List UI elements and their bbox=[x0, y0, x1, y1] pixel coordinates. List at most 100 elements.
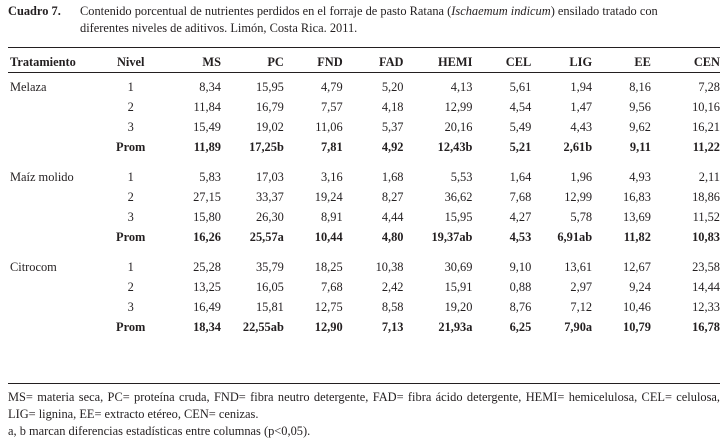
value-cell: 7,12 bbox=[570, 300, 593, 314]
value-cell: 10,83 bbox=[692, 230, 720, 244]
value-cell: 11,06 bbox=[315, 120, 343, 134]
value-cell: 19,24 bbox=[314, 190, 343, 204]
treatment-cell-empty bbox=[8, 97, 105, 117]
table-top-rule bbox=[8, 47, 720, 49]
value-cell: 19,02 bbox=[255, 120, 284, 134]
value-cell: 18,34 bbox=[193, 320, 221, 334]
value-cell: 5,53 bbox=[450, 170, 473, 184]
table-row: 2 13,25 16,05 7,68 2,42 15,91 0,88 2,97 9,24 14,4… bbox=[8, 277, 720, 297]
value-cell: 21,93a bbox=[438, 320, 473, 334]
value-cell: 11,82 bbox=[623, 230, 651, 244]
value-cell: 12,43b bbox=[437, 140, 473, 154]
column-header-pc: PC bbox=[267, 55, 284, 69]
value-cell: 27,15 bbox=[193, 190, 221, 204]
value-cell: 10,38 bbox=[375, 260, 404, 274]
table-row: Prom 18,34 22,55ab 12,90 7,13 21,93a 6,25 7,90a… bbox=[8, 317, 720, 337]
table-header-rule bbox=[8, 72, 720, 73]
column-header-lig: LIG bbox=[569, 55, 593, 69]
value-cell: 4,13 bbox=[450, 80, 473, 94]
value-cell: 12,67 bbox=[623, 260, 651, 274]
table-row: 3 15,49 19,02 11,06 5,37 20,16 5,49 4,43 9,62 16,… bbox=[8, 117, 720, 137]
value-cell: 1,96 bbox=[570, 170, 593, 184]
value-cell: 25,57a bbox=[249, 230, 284, 244]
value-cell: 4,43 bbox=[570, 120, 593, 134]
value-cell: 9,24 bbox=[629, 280, 651, 294]
treatment-cell-empty bbox=[8, 187, 105, 207]
value-cell: 12,99 bbox=[564, 190, 593, 204]
value-cell: 17,03 bbox=[255, 170, 284, 184]
value-cell: 9,11 bbox=[629, 140, 651, 154]
nutrient-loss-table: Tratamiento Nivel MS PC FND FAD HEMI CEL LIG EE CE… bbox=[8, 52, 720, 337]
value-cell: 30,69 bbox=[444, 260, 473, 274]
value-cell: 9,10 bbox=[509, 260, 532, 274]
group-spacer bbox=[8, 157, 720, 167]
value-cell: 12,99 bbox=[444, 100, 473, 114]
value-cell: 4,44 bbox=[381, 210, 404, 224]
value-cell: 17,25b bbox=[249, 140, 284, 154]
value-cell: 12,90 bbox=[314, 320, 343, 334]
value-cell: 7,68 bbox=[509, 190, 532, 204]
value-cell: 10,16 bbox=[692, 100, 720, 114]
value-cell: 11,84 bbox=[193, 100, 221, 114]
caption-line-1-post: ) ensilado tratado con bbox=[550, 4, 658, 18]
value-cell: 15,81 bbox=[255, 300, 284, 314]
value-cell: 8,27 bbox=[381, 190, 404, 204]
value-cell: 8,16 bbox=[629, 80, 651, 94]
treatment-cell-empty bbox=[8, 207, 105, 227]
value-cell: 16,26 bbox=[193, 230, 221, 244]
column-header-nivel: Nivel bbox=[116, 55, 145, 69]
value-cell: 11,89 bbox=[193, 140, 221, 154]
level-cell: 3 bbox=[127, 300, 134, 314]
column-header-cel: CEL bbox=[505, 55, 532, 69]
value-cell: 6,91ab bbox=[557, 230, 593, 244]
value-cell: 0,88 bbox=[509, 280, 532, 294]
value-cell: 20,16 bbox=[444, 120, 473, 134]
value-cell: 6,25 bbox=[509, 320, 532, 334]
value-cell: 7,57 bbox=[320, 100, 343, 114]
value-cell: 15,49 bbox=[193, 120, 221, 134]
value-cell: 11,52 bbox=[692, 210, 720, 224]
level-cell: 3 bbox=[127, 120, 134, 134]
level-cell: 1 bbox=[127, 170, 134, 184]
value-cell: 10,44 bbox=[314, 230, 343, 244]
table-row: 2 11,84 16,79 7,57 4,18 12,99 4,54 1,47 9,56 10,1… bbox=[8, 97, 720, 117]
treatment-cell-empty bbox=[8, 137, 105, 157]
abbreviations-note: MS= materia seca, PC= proteína cruda, FN… bbox=[8, 390, 720, 421]
level-cell: Prom bbox=[116, 140, 146, 154]
value-cell: 16,79 bbox=[255, 100, 284, 114]
value-cell: 4,54 bbox=[509, 100, 532, 114]
value-cell: 2,11 bbox=[698, 170, 720, 184]
value-cell: 22,55ab bbox=[242, 320, 284, 334]
value-cell: 5,49 bbox=[509, 120, 532, 134]
value-cell: 7,28 bbox=[698, 80, 720, 94]
table-notes: MS= materia seca, PC= proteína cruda, FN… bbox=[8, 389, 720, 440]
table-row: 3 16,49 15,81 12,75 8,58 19,20 8,76 7,12 10,46 12… bbox=[8, 297, 720, 317]
value-cell: 9,56 bbox=[629, 100, 651, 114]
value-cell: 13,25 bbox=[193, 280, 221, 294]
value-cell: 3,16 bbox=[320, 170, 343, 184]
level-cell: Prom bbox=[116, 230, 146, 244]
column-header-cen: CEN bbox=[693, 55, 720, 69]
treatment-cell-empty bbox=[8, 297, 105, 317]
caption-line-1: Contenido porcentual de nutrientes perdi… bbox=[80, 3, 720, 20]
column-header-ms: MS bbox=[202, 55, 221, 69]
table-bottom-rule bbox=[8, 383, 720, 385]
value-cell: 25,28 bbox=[193, 260, 221, 274]
table-row: Prom 16,26 25,57a 10,44 4,80 19,37ab 4,53 6,91a… bbox=[8, 227, 720, 247]
value-cell: 26,30 bbox=[255, 210, 284, 224]
table-row: Citrocom 1 25,28 35,79 18,25 10,38 30,69 9,10 13… bbox=[8, 257, 720, 277]
value-cell: 14,44 bbox=[692, 280, 720, 294]
value-cell: 7,90a bbox=[564, 320, 593, 334]
value-cell: 7,13 bbox=[381, 320, 404, 334]
value-cell: 4,27 bbox=[509, 210, 532, 224]
statistics-note: a, b marcan diferencias estadísticas ent… bbox=[8, 424, 311, 438]
value-cell: 12,75 bbox=[314, 300, 343, 314]
table-row: 3 15,80 26,30 8,91 4,44 15,95 4,27 5,78 13,69 11,… bbox=[8, 207, 720, 227]
treatment-name: Maíz molido bbox=[10, 170, 74, 184]
value-cell: 33,37 bbox=[255, 190, 284, 204]
value-cell: 18,25 bbox=[314, 260, 343, 274]
table-body: Melaza 1 8,34 15,95 4,79 5,20 4,13 5,61 1,94 8,16… bbox=[8, 73, 720, 337]
treatment-cell-empty bbox=[8, 117, 105, 137]
value-cell: 5,21 bbox=[509, 140, 532, 154]
value-cell: 15,95 bbox=[255, 80, 284, 94]
